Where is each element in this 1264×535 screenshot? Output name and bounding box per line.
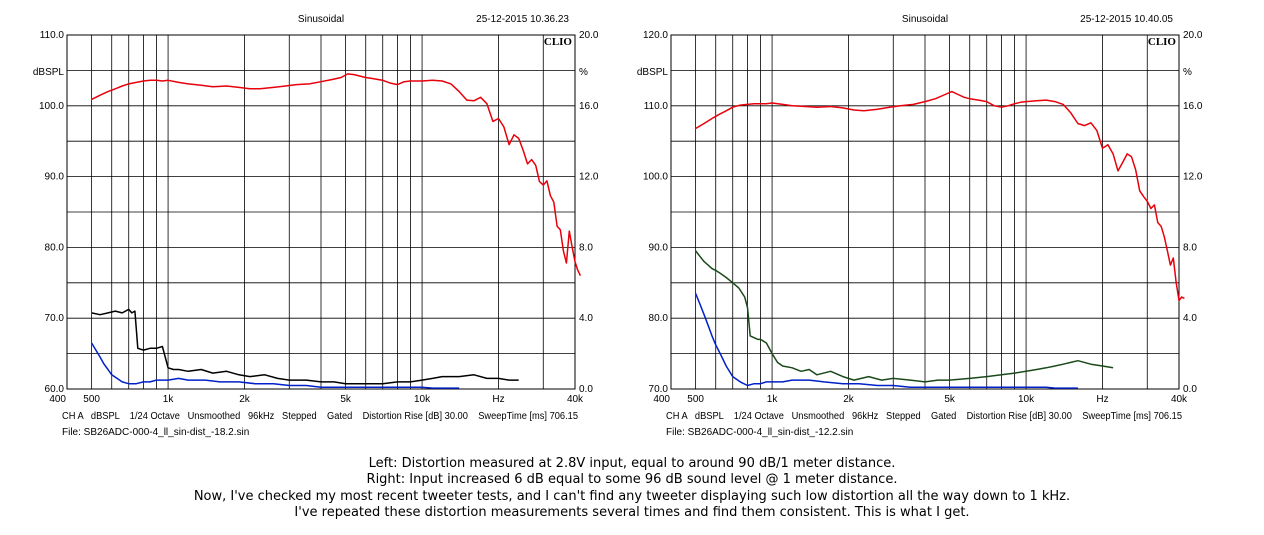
chart2-plot-group	[670, 34, 1185, 390]
caption-line-3: Now, I've checked my most recent tweeter…	[193, 488, 1071, 504]
chart1-x-tick-label: 500	[83, 394, 100, 405]
chart2-y-left-tick-label: 70.0	[649, 384, 669, 395]
chart2-plot-frame	[670, 34, 1180, 390]
chart1-timestamp: 25-12-2015 10.36.23	[476, 14, 569, 25]
chart1-y-right-tick-label: 16.0	[579, 101, 599, 112]
chart2-x-tick-label: 500	[687, 394, 704, 405]
chart1-y-right-tick-label: 20.0	[579, 30, 599, 41]
chart1-y-right-tick-label: 4.0	[579, 313, 593, 324]
chart2-y-left-tick-label: 100.0	[643, 172, 668, 183]
chart1-y-left-unit: dBSPL	[33, 67, 65, 78]
chart1-file-line: File: SB26ADC-000-4_ll_sin-dist_-18.2.si…	[62, 427, 249, 438]
chart1-series-line-2	[91, 308, 519, 385]
chart1-y-left-tick-label: 70.0	[45, 313, 65, 324]
chart2-timestamp: 25-12-2015 10.40.05	[1080, 14, 1173, 25]
chart2-x-tick-label: 400	[653, 394, 670, 405]
chart1-y-right-unit: %	[579, 67, 588, 78]
chart1-title: Sinusoidal	[298, 14, 344, 25]
chart2-y-right-unit: %	[1183, 67, 1192, 78]
chart2-x-tick-label: 5k	[944, 394, 956, 405]
chart2-brand-logo: CLIO	[1148, 36, 1177, 48]
charts-canvas: Sinusoidal 25-12-2015 10.36.23 CLIO 110.0 10…	[33, 14, 1203, 438]
chart2-y-right-tick-label: 0.0	[1183, 384, 1197, 395]
chart1-x-tick-label: 1k	[163, 394, 175, 405]
chart1-plot-frame	[66, 34, 576, 390]
chart2-x-tick-label: 40k	[1171, 394, 1188, 405]
chart2-status-line: CH A dBSPL 1/24 Octave Unsmoothed 96kHz …	[666, 411, 1182, 422]
chart2-x-tick-label: Hz	[1096, 394, 1108, 405]
chart2-series-line-2	[695, 250, 1114, 383]
chart2-title: Sinusoidal	[902, 14, 948, 25]
chart2-y-left-unit: dBSPL	[637, 67, 669, 78]
caption-line-1: Left: Distortion measured at 2.8V input,…	[368, 456, 896, 471]
chart2-y-right-tick-label: 16.0	[1183, 101, 1203, 112]
chart1-x-tick-label: Hz	[492, 394, 504, 405]
chart1-brand-logo: CLIO	[544, 36, 573, 48]
chart1-y-left-tick-label: 110.0	[40, 30, 65, 41]
chart1-y-left-tick-label: 80.0	[45, 242, 65, 253]
chart2-y-left-tick-label: 80.0	[649, 313, 669, 324]
chart1-x-tick-label: 10k	[414, 394, 431, 405]
chart1-y-left-tick-label: 100.0	[39, 101, 64, 112]
chart2-x-tick-label: 1k	[767, 394, 779, 405]
chart2-y-left-tick-label: 90.0	[649, 242, 669, 253]
chart1-x-tick-label: 2k	[239, 394, 251, 405]
caption-line-4: I've repeated these distortion measureme…	[294, 505, 970, 521]
caption: Left: Distortion measured at 2.8V input,…	[0, 456, 1264, 522]
chart2-y-left-tick-label: 110.0	[644, 101, 669, 112]
chart2-series-line-3	[694, 293, 1078, 389]
chart2-y-left-tick-label: 120.0	[643, 30, 668, 41]
chart1-status-line: CH A dBSPL 1/24 Octave Unsmoothed 96kHz …	[62, 411, 578, 422]
chart2-x-tick-label: 10k	[1018, 394, 1035, 405]
caption-line-2: Right: Input increased 6 dB equal to som…	[366, 472, 898, 488]
chart2-file-line: File: SB26ADC-000-4_ll_sin-dist_-12.2.si…	[666, 427, 853, 438]
chart2-x-tick-label: 2k	[843, 394, 855, 405]
chart1-y-right-tick-label: 8.0	[579, 242, 593, 253]
chart1-x-tick-label: 40k	[567, 394, 584, 405]
chart2-y-right-tick-label: 20.0	[1183, 30, 1203, 41]
chart1-y-right-tick-label: 12.0	[579, 172, 599, 183]
chart1-y-right-tick-label: 0.0	[579, 384, 593, 395]
chart1-y-left-tick-label: 60.0	[45, 384, 65, 395]
chart1-x-tick-label: 400	[49, 394, 66, 405]
chart1-y-left-tick-label: 90.0	[45, 172, 65, 183]
chart2-series-line-1	[695, 90, 1185, 302]
chart1-series-line-3	[90, 342, 460, 389]
chart1-plot-group	[66, 34, 582, 390]
chart1-series-line-1	[91, 73, 582, 277]
chart2-y-right-tick-label: 4.0	[1183, 313, 1197, 324]
chart1-x-tick-label: 5k	[340, 394, 352, 405]
chart2-y-right-tick-label: 8.0	[1183, 242, 1197, 253]
chart2-y-right-tick-label: 12.0	[1183, 172, 1203, 183]
